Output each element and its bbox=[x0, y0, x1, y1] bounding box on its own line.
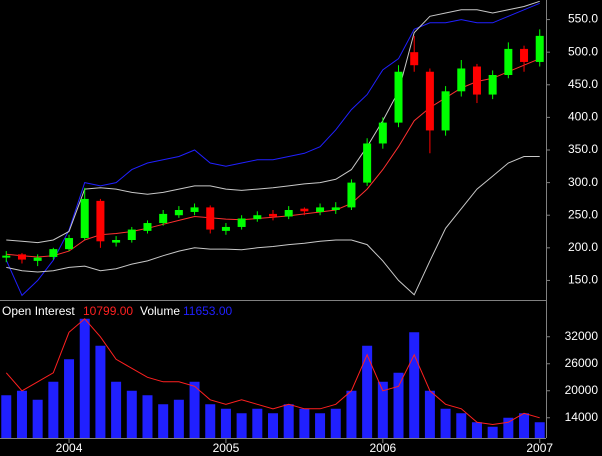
volume-bar bbox=[205, 404, 216, 438]
candle-body bbox=[300, 208, 309, 212]
y-tick-label: 450.0 bbox=[568, 77, 598, 91]
volume-bar bbox=[64, 359, 75, 438]
volume-bar bbox=[519, 413, 530, 438]
volume-bar bbox=[377, 381, 388, 438]
volume-bar bbox=[503, 417, 514, 438]
candle-body bbox=[378, 122, 387, 144]
volume-bar bbox=[142, 395, 153, 438]
y-tick-label: 400.0 bbox=[568, 110, 598, 124]
volume-bar bbox=[471, 422, 482, 438]
candle-body bbox=[190, 207, 199, 212]
volume-bar bbox=[299, 408, 310, 438]
candle-body bbox=[65, 238, 74, 250]
volume-bar bbox=[95, 345, 106, 438]
candle-body bbox=[143, 223, 152, 231]
y-tick-label: 14000 bbox=[565, 410, 599, 424]
y-tick-label: 350.0 bbox=[568, 142, 598, 156]
volume-bar bbox=[1, 395, 12, 438]
candle-body bbox=[331, 207, 340, 210]
legend-value: 11653.00 bbox=[183, 304, 232, 318]
volume-bar bbox=[189, 381, 200, 438]
candle-body bbox=[269, 213, 277, 217]
candle-body bbox=[159, 213, 168, 224]
x-tick-label: 2007 bbox=[526, 441, 553, 455]
volume-bar bbox=[236, 413, 247, 438]
candle-body bbox=[237, 218, 246, 227]
volume-bar bbox=[456, 413, 467, 438]
candle-body bbox=[206, 207, 215, 230]
x-tick-label: 2004 bbox=[56, 441, 83, 455]
volume-bar bbox=[362, 345, 373, 438]
y-tick-label: 150.0 bbox=[568, 273, 598, 287]
candle-body bbox=[441, 91, 450, 131]
volume-bar bbox=[409, 332, 420, 438]
volume-bar bbox=[487, 426, 498, 438]
candle-body bbox=[394, 71, 403, 123]
indicator-line bbox=[6, 156, 540, 296]
legend-value: 10799.00 bbox=[83, 304, 133, 318]
indicator-line bbox=[6, 0, 540, 244]
candle-body bbox=[347, 182, 356, 208]
candle-body bbox=[472, 66, 481, 95]
indicator-line bbox=[5, 2, 540, 297]
volume-bar bbox=[440, 408, 451, 438]
candle-body bbox=[425, 71, 434, 131]
x-tick-label: 2006 bbox=[369, 441, 396, 455]
candle-body bbox=[457, 68, 466, 92]
candle-body bbox=[33, 257, 42, 261]
candle-body bbox=[316, 207, 325, 212]
volume-bar bbox=[252, 408, 263, 438]
volume-bar bbox=[158, 404, 169, 438]
candle-body bbox=[410, 52, 419, 66]
y-tick-label: 550.0 bbox=[568, 12, 598, 26]
candle-body bbox=[80, 198, 89, 239]
volume-bar bbox=[346, 390, 357, 438]
candle-body bbox=[488, 75, 497, 95]
y-tick-label: 250.0 bbox=[568, 207, 598, 221]
candle-body bbox=[535, 35, 544, 62]
candle-body bbox=[284, 210, 293, 217]
volume-bar bbox=[283, 404, 294, 438]
candle-body bbox=[221, 226, 230, 231]
x-tick-label: 2005 bbox=[213, 441, 240, 455]
y-tick-label: 20000 bbox=[565, 383, 599, 397]
legend-name: Volume bbox=[140, 304, 180, 318]
candle-body bbox=[253, 215, 262, 220]
open-interest-line bbox=[5, 318, 540, 426]
volume-bar bbox=[32, 399, 43, 438]
candle-body bbox=[17, 254, 26, 260]
volume-bar bbox=[315, 413, 326, 438]
candle-body bbox=[174, 210, 183, 216]
volume-bar bbox=[48, 381, 59, 438]
volume-bar bbox=[111, 381, 122, 438]
volume-bar bbox=[126, 390, 137, 438]
volume-bar bbox=[220, 408, 231, 438]
y-tick-label: 300.0 bbox=[568, 175, 598, 189]
volume-bar bbox=[16, 390, 27, 438]
candle-body bbox=[2, 255, 11, 258]
candle-body bbox=[96, 200, 105, 242]
volume-bar bbox=[173, 399, 184, 438]
volume-bar bbox=[393, 372, 404, 438]
volume-bar bbox=[268, 413, 278, 438]
volume-bar bbox=[534, 422, 545, 438]
volume-bar bbox=[330, 408, 341, 438]
volume-bar bbox=[79, 318, 90, 438]
candle-body bbox=[49, 249, 58, 257]
candle-body bbox=[127, 229, 136, 240]
volume-bar bbox=[424, 390, 435, 438]
y-tick-label: 32000 bbox=[565, 329, 599, 343]
legend-name: Open Interest bbox=[2, 304, 75, 318]
y-tick-label: 26000 bbox=[565, 356, 599, 370]
candle-body bbox=[112, 240, 121, 243]
y-tick-label: 500.0 bbox=[568, 44, 598, 58]
candle-body bbox=[363, 143, 372, 183]
candle-body bbox=[520, 48, 529, 62]
candle-body bbox=[504, 48, 513, 75]
y-tick-label: 200.0 bbox=[568, 240, 598, 254]
